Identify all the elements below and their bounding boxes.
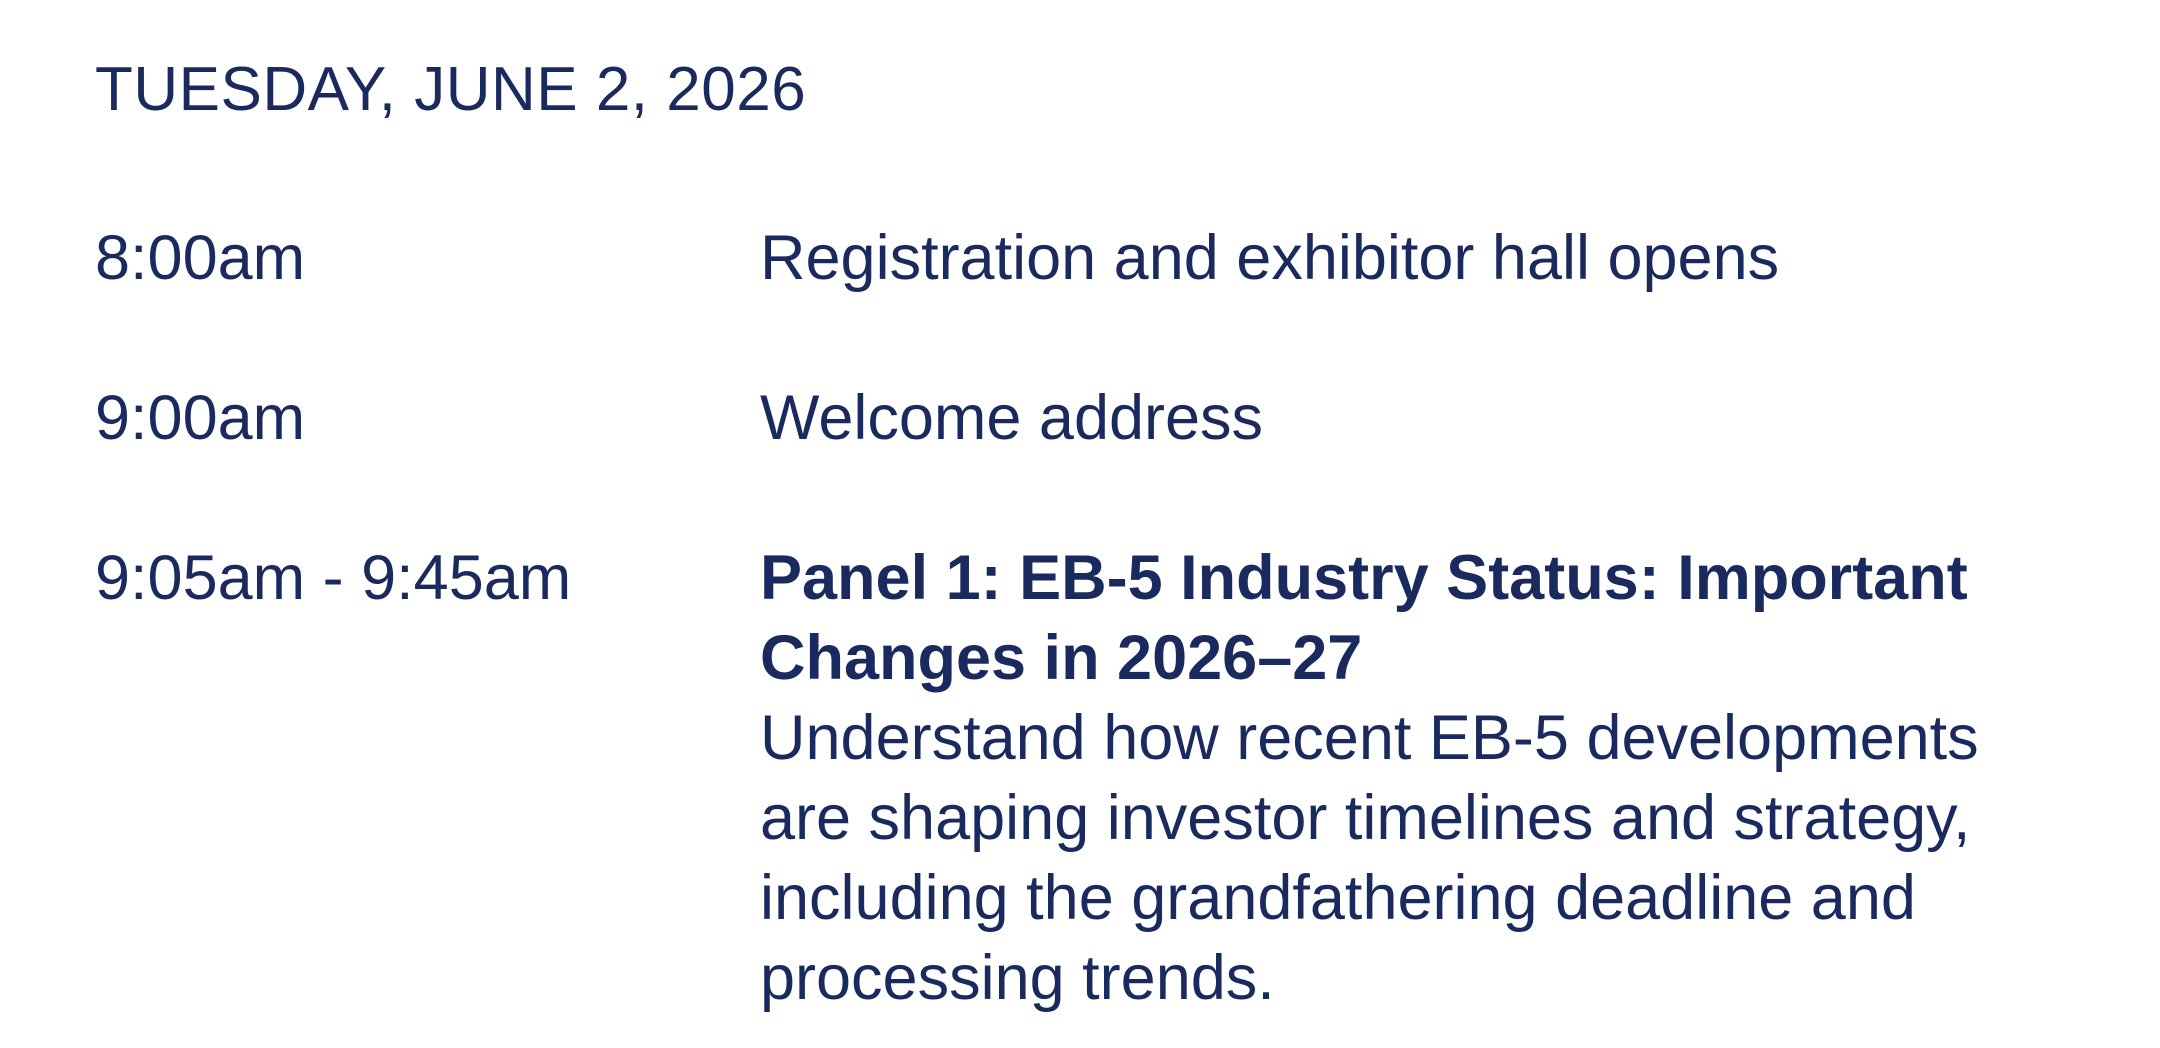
event-time: 9:00am [95,383,306,453]
schedule-row-welcome: 9:00am Welcome address [95,378,2070,458]
schedule-list: 8:00am Registration and exhibitor hall o… [95,218,2070,1018]
event-time: 9:05am - 9:45am [95,543,572,613]
event-description: Understand how recent EB-5 developments … [760,703,1979,1013]
event-description: Welcome address [760,383,1264,453]
event-time: 8:00am [95,223,306,293]
event-title: Panel 1: EB-5 Industry Status: Important… [760,543,1968,693]
date-header: TUESDAY, JUNE 2, 2026 [95,55,807,124]
schedule-row-registration: 8:00am Registration and exhibitor hall o… [95,218,2070,298]
event-description: Registration and exhibitor hall opens [760,223,1780,293]
event-details: Welcome address [760,378,1263,458]
event-details: Panel 1: EB-5 Industry Status: Important… [760,538,2070,1018]
event-details: Registration and exhibitor hall opens [760,218,1779,298]
schedule-row-panel-1: 9:05am - 9:45am Panel 1: EB-5 Industry S… [95,538,2070,1018]
